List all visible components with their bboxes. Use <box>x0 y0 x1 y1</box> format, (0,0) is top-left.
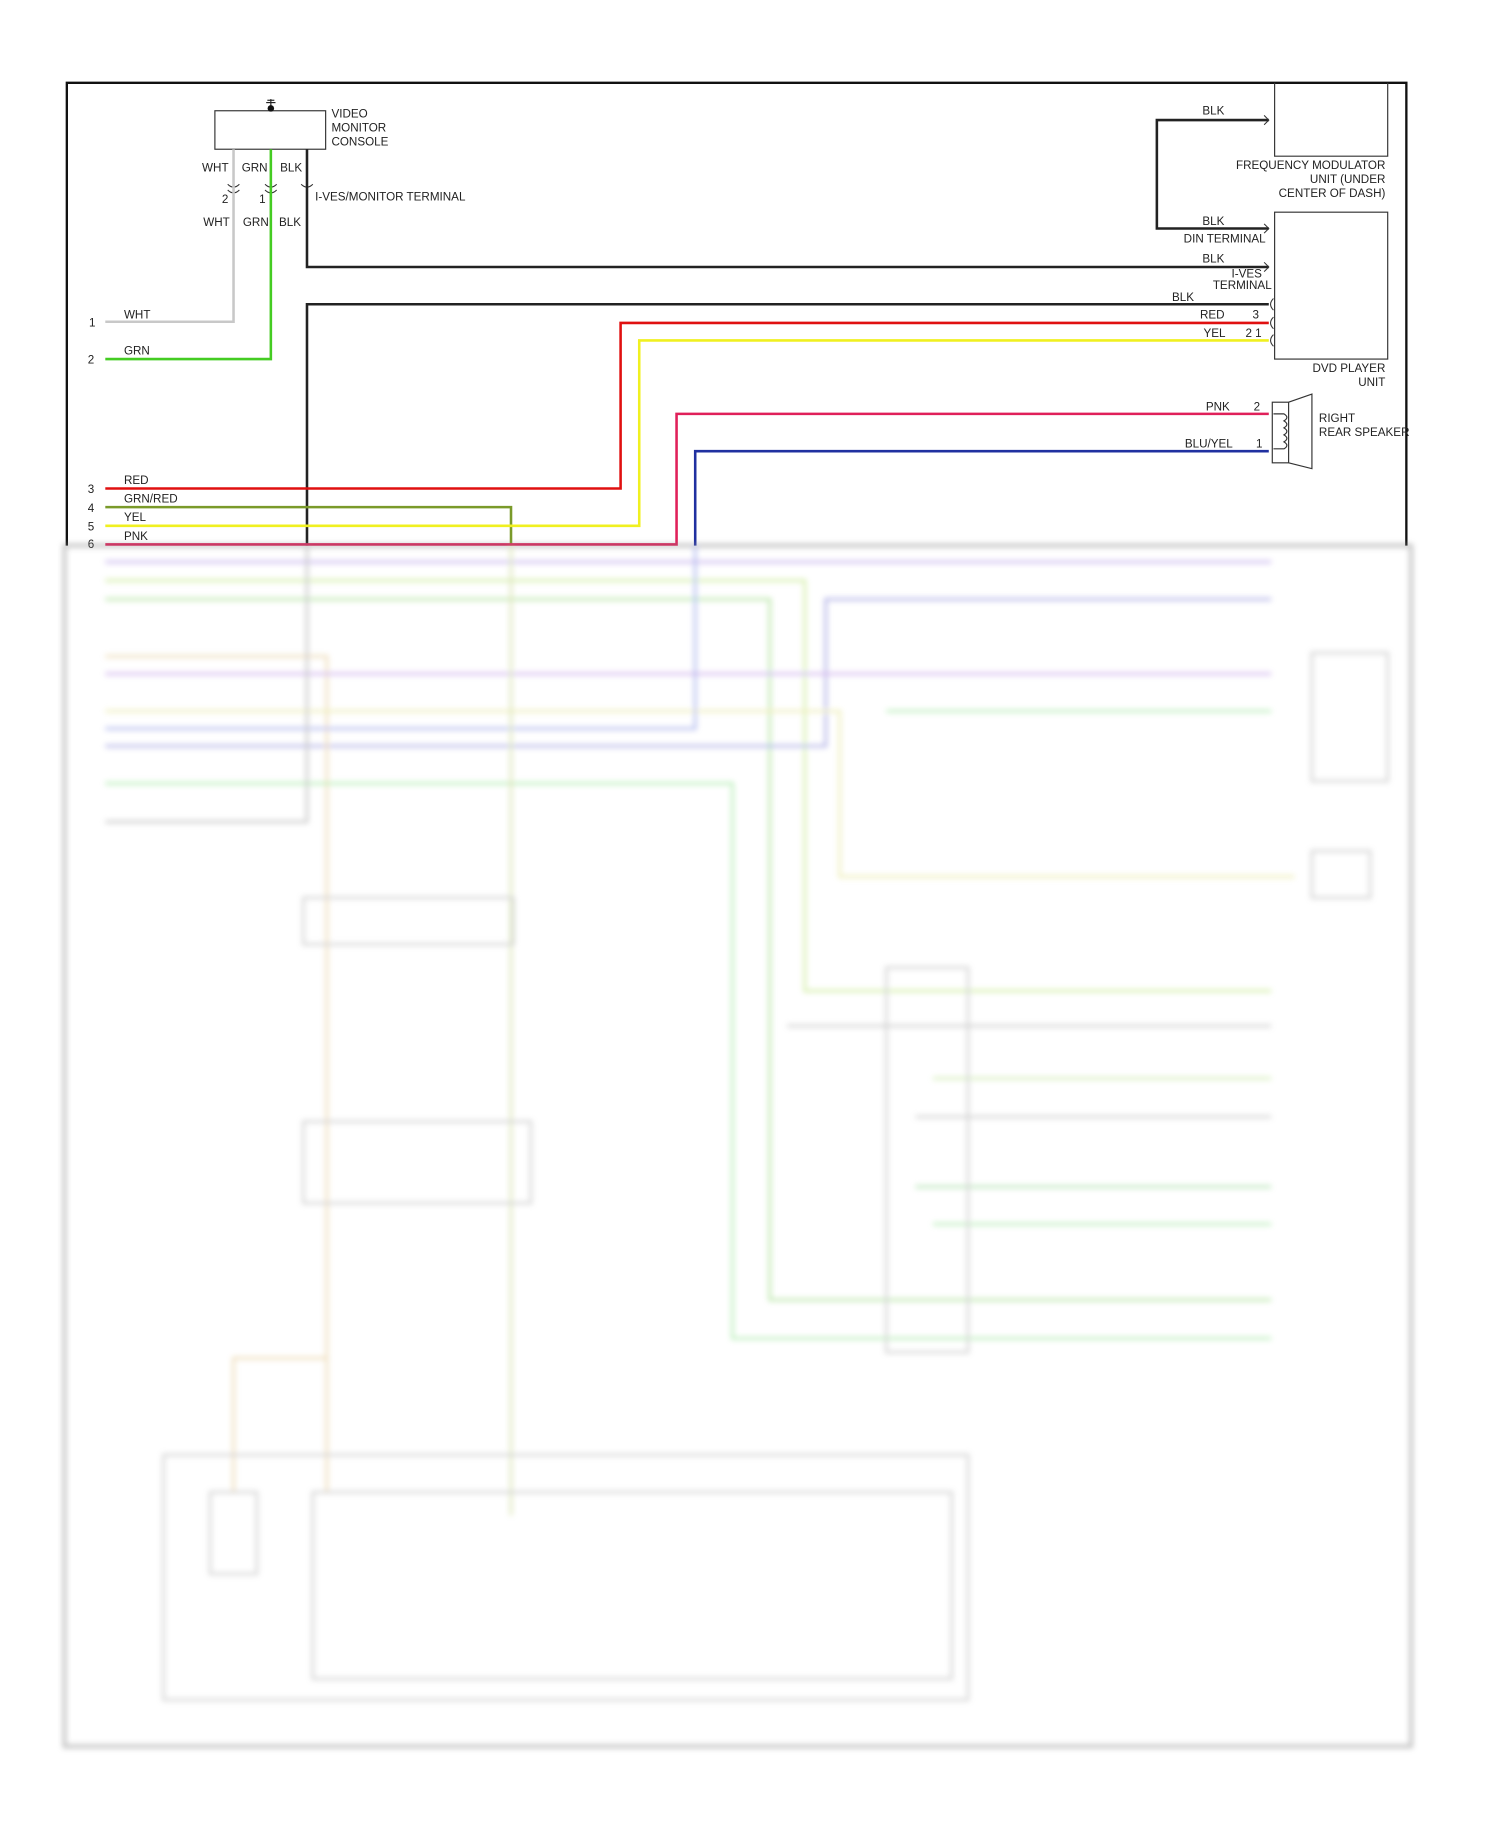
wire-label: BLK <box>1172 291 1194 304</box>
console-label-3: CONSOLE <box>331 136 388 149</box>
dvd-label-2: UNIT <box>1358 376 1385 389</box>
conn-top-wht: WHT <box>202 161 229 174</box>
wire-wht <box>105 149 235 324</box>
conn-bot-blk: BLK <box>279 216 301 229</box>
wire-grn <box>105 149 273 361</box>
wire-label: PNK <box>1206 400 1230 413</box>
pin-number: 2 <box>88 354 94 367</box>
conn-top-blk: BLK <box>280 161 302 174</box>
wire-blk-ives <box>305 149 1269 269</box>
diagram-frame <box>65 81 1408 546</box>
wire-label: YEL <box>1204 327 1227 340</box>
pin-number: 1 <box>89 316 95 329</box>
wire-blu-yel <box>693 449 1269 546</box>
ground-icon <box>266 99 276 112</box>
console-label-2: MONITOR <box>331 122 386 135</box>
conn-pin-2: 2 <box>222 193 228 206</box>
connector-icon <box>1263 115 1274 347</box>
speaker-label-1: RIGHT <box>1319 412 1355 425</box>
conn-top-grn: GRN <box>242 161 268 174</box>
conn-pin-1: 1 <box>259 193 265 206</box>
speaker-icon <box>1271 393 1313 470</box>
wire-label: RED <box>1200 308 1225 321</box>
wire-label: GRN/RED <box>124 492 178 505</box>
wire-blk-din <box>1155 118 1269 230</box>
ives-monitor-terminal-label: I-VES/MONITOR TERMINAL <box>315 191 466 204</box>
blurred-diagram-section <box>62 543 1413 1749</box>
wire-label: BLK <box>1202 252 1224 265</box>
pin-number: 1 <box>1256 438 1262 451</box>
video-monitor-console: VIDEO MONITOR CONSOLE <box>214 99 389 150</box>
speaker-label-2: REAR SPEAKER <box>1319 426 1410 439</box>
right-rear-speaker: RIGHT REAR SPEAKER <box>1271 393 1410 470</box>
fm-label-1: FREQUENCY MODULATOR <box>1236 159 1385 172</box>
wire-label: BLK <box>1202 215 1224 228</box>
wire-label: RED <box>124 474 149 487</box>
pin-number: 2 <box>1254 400 1260 413</box>
wire-label: GRN <box>124 344 150 357</box>
terminal-label: TERMINAL <box>1213 279 1272 292</box>
fm-label-3: CENTER OF DASH) <box>1279 187 1386 200</box>
wire-label: YEL <box>124 511 147 524</box>
wire-grn-red <box>105 505 513 546</box>
fm-label-2: UNIT (UNDER <box>1310 173 1385 186</box>
ives-label: I-VES <box>1231 267 1262 280</box>
conn-bot-wht: WHT <box>203 216 230 229</box>
frequency-modulator-unit: FREQUENCY MODULATOR UNIT (UNDER CENTER O… <box>1236 82 1389 200</box>
pin-number: 5 <box>88 520 94 533</box>
left-pin-list: 1 WHT 2 GRN 3 RED 4 GRN/RED 5 YEL 6 PNK <box>88 308 178 551</box>
dvd-label-1: DVD PLAYER <box>1312 362 1385 375</box>
pin-number: 4 <box>88 502 95 515</box>
console-label-1: VIDEO <box>331 108 367 121</box>
pin-number: 3 <box>88 483 94 496</box>
wire-blk-ground <box>305 302 1269 546</box>
wire-label: WHT <box>124 308 151 321</box>
wire-label: PNK <box>124 530 148 543</box>
wire-yel <box>105 339 1269 528</box>
pin-number: 2 1 <box>1245 327 1261 340</box>
pin-number: 3 <box>1252 308 1258 321</box>
wire-label: BLU/YEL <box>1185 438 1233 451</box>
dvd-player-unit: DVD PLAYER UNIT <box>1274 211 1389 389</box>
wire-red <box>105 321 1269 490</box>
wire-label: BLK <box>1202 104 1224 117</box>
conn-bot-grn: GRN <box>243 216 269 229</box>
din-terminal-label: DIN TERMINAL <box>1184 232 1266 245</box>
wires <box>105 118 1269 546</box>
